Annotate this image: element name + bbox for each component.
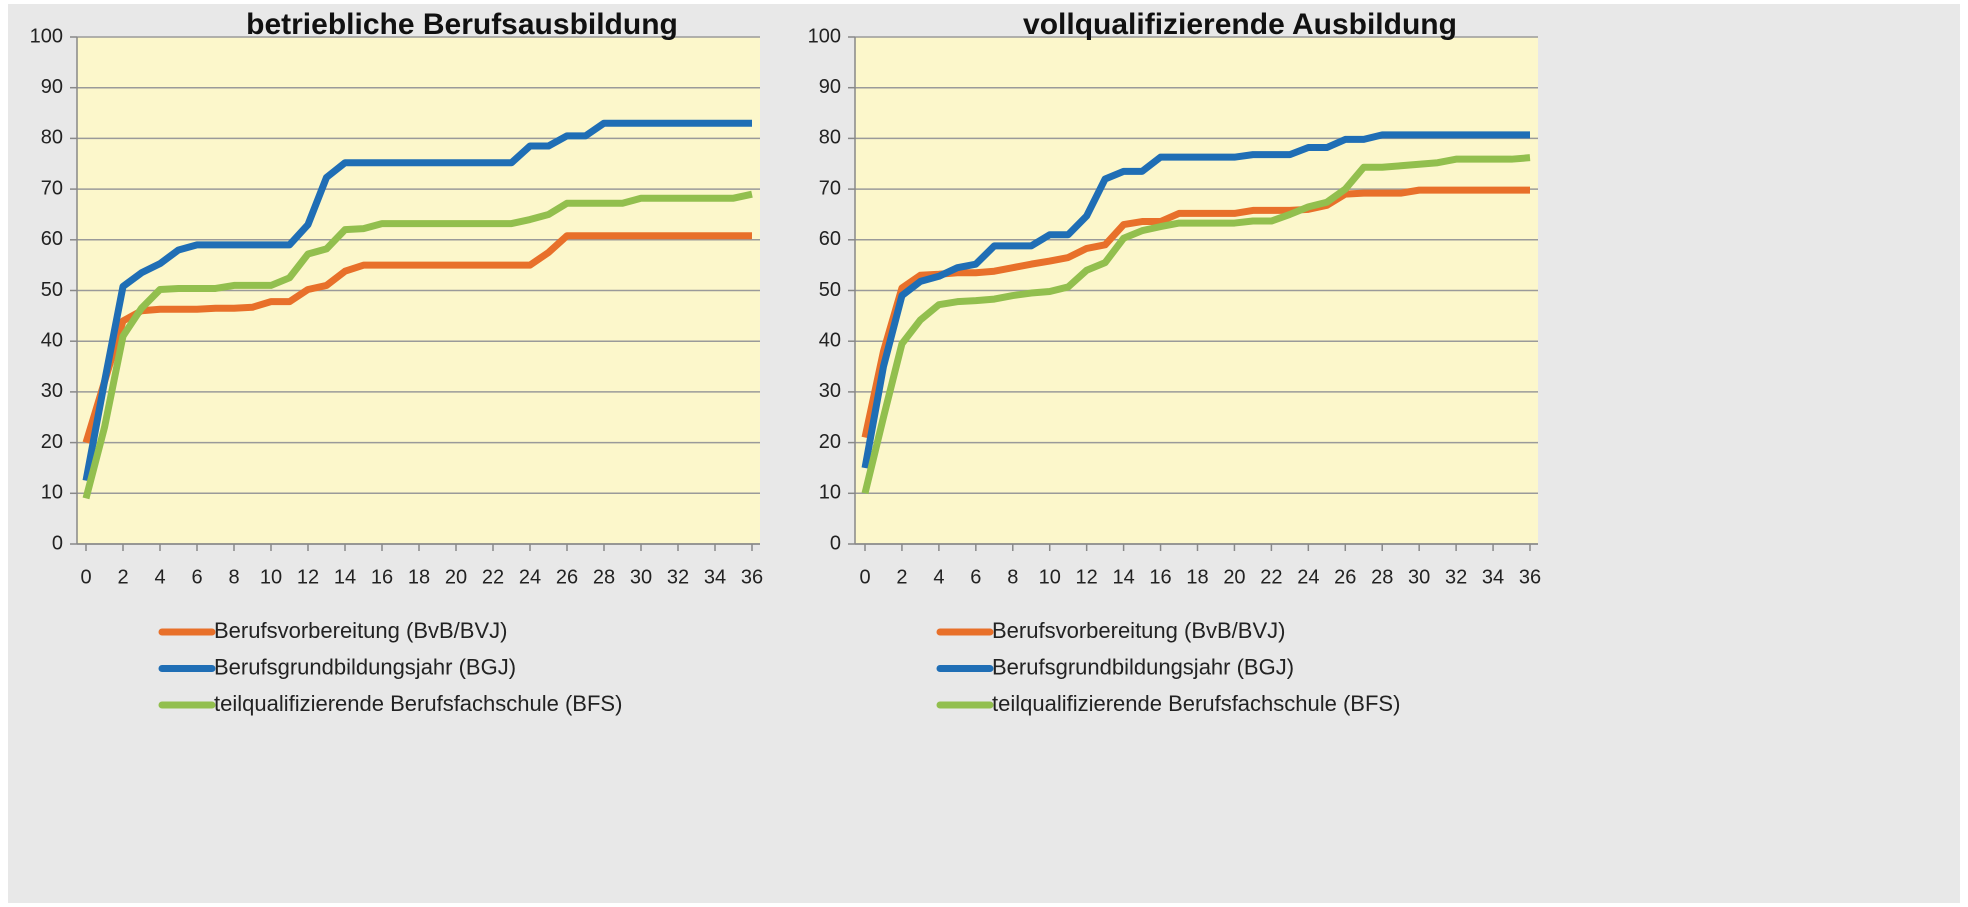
x-tick-label: 12 — [1076, 566, 1098, 588]
y-tick-label: 50 — [819, 279, 841, 301]
y-tick-label: 20 — [819, 431, 841, 453]
y-tick-label: 70 — [819, 177, 841, 199]
series-line — [861, 131, 1530, 469]
legend-label: teilqualifizierende Berufsfachschule (BF… — [214, 691, 622, 716]
y-tick-label: 70 — [41, 177, 63, 199]
y-tick-label: 60 — [41, 228, 63, 250]
x-tick-label: 12 — [297, 566, 319, 588]
series-line — [861, 186, 1530, 439]
y-tick-label: 100 — [30, 25, 63, 47]
y-tick-label: 80 — [41, 127, 63, 149]
y-tick-label: 0 — [52, 532, 63, 554]
x-tick-label: 18 — [1186, 566, 1208, 588]
x-tick-label: 24 — [519, 566, 541, 588]
x-tick-label: 22 — [482, 566, 504, 588]
series-line — [82, 190, 753, 500]
x-tick-label: 26 — [1334, 566, 1356, 588]
y-tick-label: 0 — [830, 532, 841, 554]
x-tick-label: 34 — [1482, 566, 1504, 588]
x-tick-label: 26 — [556, 566, 578, 588]
y-tick-label: 30 — [41, 380, 63, 402]
x-tick-label: 32 — [1445, 566, 1467, 588]
y-tick-label: 80 — [819, 127, 841, 149]
x-tick-label: 2 — [896, 566, 907, 588]
x-tick-label: 8 — [228, 566, 239, 588]
y-tick-label: 20 — [41, 431, 63, 453]
series-line — [82, 119, 752, 482]
y-tick-label: 90 — [41, 76, 63, 98]
legend-label: Berufsgrundbildungsjahr (BGJ) — [992, 654, 1294, 679]
legend-label: teilqualifizierende Berufsfachschule (BF… — [992, 691, 1400, 716]
x-tick-label: 32 — [667, 566, 689, 588]
x-tick-label: 20 — [445, 566, 467, 588]
x-tick-label: 28 — [1371, 566, 1393, 588]
x-tick-label: 34 — [704, 566, 726, 588]
x-tick-label: 0 — [859, 566, 870, 588]
y-tick-label: 30 — [819, 380, 841, 402]
x-tick-label: 24 — [1297, 566, 1319, 588]
x-tick-label: 22 — [1260, 566, 1282, 588]
x-tick-label: 10 — [1039, 566, 1061, 588]
x-tick-label: 18 — [408, 566, 430, 588]
series-line — [82, 232, 752, 444]
y-tick-label: 10 — [41, 482, 63, 504]
x-tick-label: 6 — [970, 566, 981, 588]
x-tick-label: 4 — [933, 566, 944, 588]
x-tick-label: 16 — [371, 566, 393, 588]
chart-title: vollqualifizierende Ausbildung — [1023, 8, 1457, 41]
series-line — [861, 154, 1531, 495]
x-tick-label: 30 — [1408, 566, 1430, 588]
x-tick-label: 14 — [334, 566, 356, 588]
x-tick-label: 16 — [1149, 566, 1171, 588]
y-tick-label: 40 — [819, 329, 841, 351]
legend-label: Berufsvorbereitung (BvB/BVJ) — [992, 618, 1285, 643]
x-tick-label: 14 — [1112, 566, 1134, 588]
y-tick-label: 50 — [41, 279, 63, 301]
x-tick-label: 28 — [593, 566, 615, 588]
x-tick-label: 4 — [154, 566, 165, 588]
x-tick-label: 20 — [1223, 566, 1245, 588]
x-tick-label: 2 — [117, 566, 128, 588]
x-tick-label: 30 — [630, 566, 652, 588]
legend-label: Berufsgrundbildungsjahr (BGJ) — [214, 654, 516, 679]
x-tick-label: 36 — [741, 566, 763, 588]
x-tick-label: 0 — [80, 566, 91, 588]
chart-title: betriebliche Berufsausbildung — [246, 8, 678, 41]
x-tick-label: 6 — [191, 566, 202, 588]
legend-label: Berufsvorbereitung (BvB/BVJ) — [214, 618, 507, 643]
y-tick-label: 40 — [41, 329, 63, 351]
y-tick-label: 10 — [819, 482, 841, 504]
y-tick-label: 60 — [819, 228, 841, 250]
x-tick-label: 10 — [260, 566, 282, 588]
x-tick-label: 36 — [1519, 566, 1541, 588]
y-tick-label: 90 — [819, 76, 841, 98]
y-tick-label: 100 — [808, 25, 841, 47]
x-tick-label: 8 — [1007, 566, 1018, 588]
